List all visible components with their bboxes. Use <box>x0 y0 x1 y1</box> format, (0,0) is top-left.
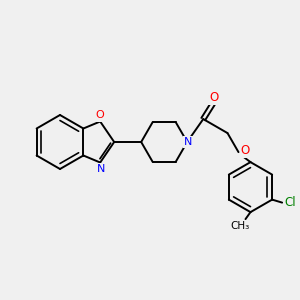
Text: O: O <box>210 91 219 103</box>
Text: O: O <box>96 110 105 121</box>
Text: Cl: Cl <box>284 196 296 209</box>
Text: N: N <box>97 164 105 174</box>
Text: CH₃: CH₃ <box>231 221 250 231</box>
Text: N: N <box>184 137 192 147</box>
Text: O: O <box>241 144 250 157</box>
